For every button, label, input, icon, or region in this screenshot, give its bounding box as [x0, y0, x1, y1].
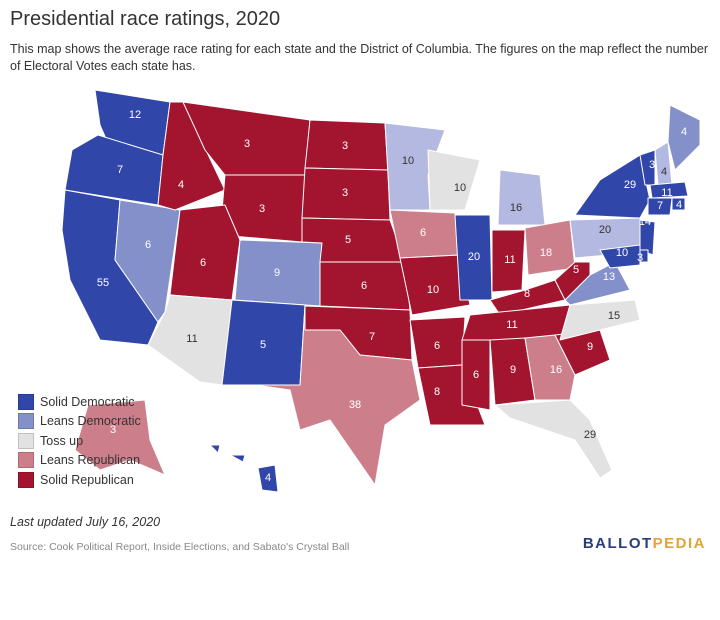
state-ri[interactable]	[671, 197, 686, 211]
state-ct[interactable]	[647, 197, 673, 216]
state-label-ne: 5	[345, 234, 351, 246]
state-label-ok: 7	[369, 331, 375, 343]
state-tx[interactable]	[254, 305, 421, 486]
state-ga[interactable]	[524, 334, 576, 401]
state-mo[interactable]	[399, 254, 471, 316]
ballotpedia-logo[interactable]: BALLOTPEDIA	[583, 535, 706, 552]
state-label-nc: 15	[608, 310, 620, 322]
state-label-ny: 29	[624, 179, 636, 191]
state-label-az: 11	[186, 333, 197, 345]
state-la[interactable]	[417, 364, 486, 426]
state-me[interactable]	[667, 104, 701, 171]
state-hi[interactable]	[209, 444, 279, 493]
state-label-ut: 6	[200, 257, 206, 269]
state-nc[interactable]	[559, 299, 641, 341]
state-label-nj: 14	[639, 216, 651, 228]
state-label-wi: 10	[454, 182, 466, 194]
state-label-ia: 6	[420, 227, 426, 239]
state-label-il: 20	[468, 251, 480, 263]
legend-label: Leans Democratic	[40, 414, 141, 429]
state-label-wv: 5	[573, 264, 579, 276]
map-title: Presidential race ratings, 2020	[10, 8, 281, 30]
legend-item-solid-democratic: Solid Democratic	[18, 392, 141, 412]
legend: Solid Democratic Leans Democratic Toss u…	[18, 392, 141, 490]
legend-label: Leans Republican	[40, 453, 141, 468]
state-label-or: 7	[117, 164, 123, 176]
state-label-ma: 11	[661, 187, 672, 199]
state-label-nd: 3	[342, 140, 348, 152]
state-label-mn: 10	[402, 155, 414, 167]
state-label-mo: 10	[427, 284, 439, 296]
state-label-nv: 6	[145, 239, 151, 251]
state-label-ak: 3	[110, 424, 116, 436]
legend-swatch	[18, 432, 34, 449]
state-label-vt: 3	[649, 159, 655, 171]
state-wi[interactable]	[427, 149, 481, 211]
state-wv[interactable]	[554, 261, 591, 301]
state-label-ar: 6	[434, 340, 440, 352]
state-ut[interactable]	[169, 204, 241, 301]
state-label-sc: 9	[587, 341, 593, 353]
state-ny[interactable]	[574, 154, 651, 219]
state-label-wy: 3	[259, 203, 265, 215]
state-fl[interactable]	[494, 399, 613, 479]
state-label-tx: 38	[349, 399, 361, 411]
state-nj[interactable]	[639, 219, 656, 256]
state-label-nm: 5	[260, 339, 266, 351]
legend-swatch	[18, 413, 34, 430]
state-label-sd: 3	[342, 187, 348, 199]
state-label-fl: 29	[584, 429, 596, 441]
state-mi[interactable]	[497, 169, 546, 226]
state-label-tn: 11	[506, 319, 517, 331]
state-label-me: 4	[681, 126, 687, 138]
legend-label: Toss up	[40, 433, 84, 448]
legend-swatch	[18, 452, 34, 469]
state-label-ct: 7	[657, 200, 663, 212]
state-md[interactable]	[599, 244, 641, 269]
state-label-oh: 18	[540, 247, 552, 259]
state-label-de: 3	[637, 252, 643, 264]
logo-pedia: PEDIA	[652, 535, 706, 552]
state-label-md: 10	[616, 247, 628, 259]
state-label-ga: 16	[550, 364, 562, 376]
last-updated: Last updated July 16, 2020	[10, 515, 161, 529]
legend-label: Solid Democratic	[40, 394, 135, 409]
logo-ballot: BALLOT	[582, 535, 653, 552]
state-label-pa: 20	[599, 224, 611, 236]
state-label-nh: 4	[661, 166, 667, 178]
legend-item-solid-republican: Solid Republican	[18, 470, 141, 490]
state-ma[interactable]	[649, 181, 689, 199]
state-label-wa: 12	[129, 109, 141, 121]
state-label-hi: 4	[265, 472, 271, 484]
state-label-va: 13	[603, 271, 615, 283]
legend-item-leans-republican: Leans Republican	[18, 451, 141, 471]
legend-item-leans-democratic: Leans Democratic	[18, 412, 141, 432]
state-label-co: 9	[274, 267, 280, 279]
legend-swatch	[18, 471, 34, 488]
legend-swatch	[18, 393, 34, 410]
state-label-in: 11	[504, 254, 515, 266]
state-ak[interactable]	[74, 399, 166, 476]
state-label-al: 9	[510, 364, 516, 376]
state-in[interactable]	[491, 229, 526, 293]
state-label-mt: 3	[244, 138, 250, 150]
state-label-ks: 6	[361, 280, 367, 292]
state-label-ky: 8	[524, 288, 530, 300]
legend-item-toss-up: Toss up	[18, 431, 141, 451]
state-label-ms: 6	[473, 369, 479, 381]
state-label-id: 4	[178, 179, 184, 191]
state-label-ca: 55	[97, 277, 109, 289]
state-label-ri: 4	[676, 199, 682, 211]
map-subtitle: This map shows the average race rating f…	[10, 42, 709, 73]
legend-label: Solid Republican	[40, 472, 134, 487]
state-label-la: 8	[434, 386, 440, 398]
state-ms[interactable]	[461, 339, 491, 411]
source-note: Source: Cook Political Report, Inside El…	[10, 541, 350, 553]
state-label-mi: 16	[510, 202, 522, 214]
